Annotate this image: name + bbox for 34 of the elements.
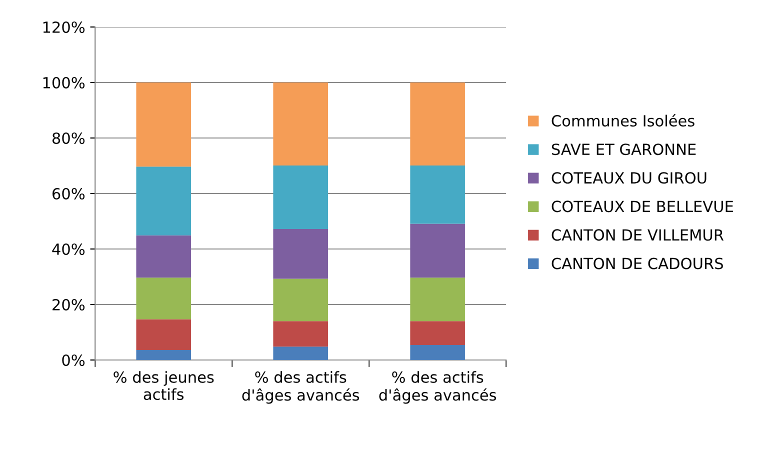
y-tick-label: 60% — [52, 188, 85, 200]
bar — [136, 235, 192, 278]
x-tick-label: % des jeunes actifs — [114, 371, 214, 400]
bar — [273, 346, 328, 360]
bar — [273, 278, 328, 322]
y-tick-label: 40% — [52, 243, 85, 256]
bar — [273, 165, 328, 230]
y-tick-label: 80% — [52, 132, 85, 144]
y-tick-label: 0% — [62, 354, 85, 366]
bar — [136, 278, 192, 320]
y-tick-label: 100% — [43, 76, 85, 89]
bar — [273, 82, 328, 166]
legend-label: COTEAUX DU GIROU — [552, 172, 706, 184]
bar — [410, 321, 465, 346]
bar — [410, 224, 465, 278]
legend-label: COTEAUX DE BELLEVUE — [552, 200, 733, 212]
bar — [410, 82, 465, 166]
bar — [136, 350, 192, 360]
bar — [410, 278, 465, 322]
legend-label: SAVE ET GARONNE — [552, 144, 696, 156]
y-tick-label: 20% — [52, 298, 85, 311]
bar — [136, 82, 192, 167]
bar — [410, 345, 465, 360]
x-tick-label: % des actifs d'âges avancés — [379, 371, 496, 404]
legend-label: Communes Isolées — [552, 114, 694, 127]
bar — [273, 321, 328, 347]
legend-label: CANTON DE CADOURS — [552, 258, 723, 270]
bar — [273, 229, 328, 279]
bar — [136, 319, 192, 350]
legend-label: CANTON DE VILLEMUR — [552, 229, 724, 241]
y-tick-label: 120% — [43, 21, 85, 34]
bar — [136, 166, 192, 236]
bar — [410, 165, 465, 224]
x-tick-label: % des actifs d'âges avancés — [242, 371, 360, 404]
